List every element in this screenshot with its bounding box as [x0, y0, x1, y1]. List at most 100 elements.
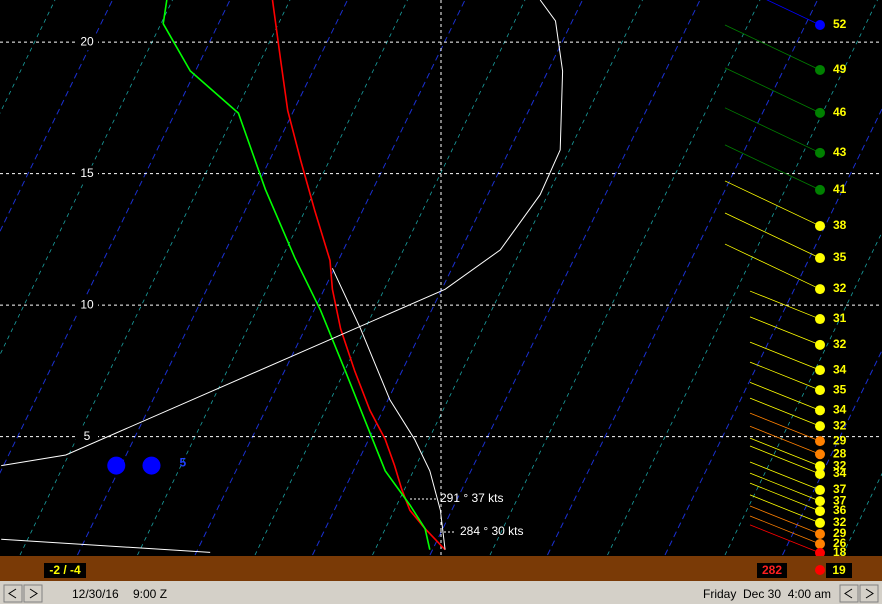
- status-bar: [0, 581, 882, 604]
- y-tick-label: 10: [80, 297, 94, 311]
- profile-line: [1, 538, 211, 553]
- wind-dot: [815, 147, 825, 158]
- wind-dot: [815, 365, 825, 376]
- wind-dot: [815, 496, 825, 507]
- isotherm: [372, 0, 643, 556]
- wind-speed-label: 32: [833, 337, 847, 351]
- wind-barb: [749, 515, 821, 545]
- wind-dot: [815, 253, 825, 264]
- wind-barb: [749, 437, 821, 467]
- isotherm: [194, 0, 466, 556]
- surface-dir-box: [757, 563, 787, 578]
- wind-speed-label: 36: [833, 503, 847, 517]
- wind-barb: [749, 397, 821, 427]
- annotation: 284 ° 30 kts: [460, 524, 524, 538]
- wind-dot: [815, 538, 825, 549]
- wind-dot: [815, 314, 825, 325]
- wind-barb: [766, 0, 821, 26]
- wind-barb: [749, 461, 821, 491]
- wind-barb: [724, 67, 821, 114]
- wind-dot: [815, 547, 825, 558]
- wind-dot: [815, 405, 825, 416]
- isotherm: [254, 0, 526, 556]
- wind-dot: [815, 528, 825, 539]
- wind-dot: [815, 19, 825, 30]
- isotherm: [0, 0, 113, 233]
- wind-speed-label: 52: [833, 17, 847, 31]
- y-tick-label: 15: [80, 166, 94, 180]
- wind-barb: [749, 524, 821, 554]
- wind-barb: [749, 361, 821, 391]
- wind-barb: [749, 494, 821, 524]
- marker-dot: [142, 456, 161, 475]
- prev-button[interactable]: [3, 584, 23, 603]
- status-day: Friday: [703, 587, 736, 601]
- wind-dot: [815, 107, 825, 118]
- wind-speed-label: 46: [833, 105, 847, 119]
- wind-dot: [815, 184, 825, 195]
- profile-line: [1, 0, 564, 467]
- wind-speed-label: 29: [833, 526, 847, 540]
- wind-barb: [724, 144, 821, 191]
- wind-speed-label: 32: [833, 418, 847, 432]
- isotherm: [19, 0, 291, 556]
- wind-speed-label: 18: [833, 545, 847, 559]
- wind-speed-label: 37: [833, 493, 847, 507]
- next-button-right[interactable]: [859, 584, 879, 603]
- wind-speed-label: 32: [833, 515, 847, 529]
- wind-speed-label: 37: [833, 482, 847, 496]
- surface-direction: 282: [762, 563, 782, 577]
- wind-barb: [749, 425, 821, 455]
- surface-speed: 19: [832, 563, 846, 577]
- wind-barb: [749, 341, 821, 371]
- surface-wind-dot: [815, 565, 825, 575]
- isotherm: [0, 0, 231, 474]
- wind-barb: [749, 290, 821, 320]
- wind-speed-label: 34: [833, 362, 847, 376]
- isotherm: [607, 0, 878, 556]
- y-tick-label: 20: [80, 34, 94, 48]
- wind-speed-label: 32: [833, 458, 847, 472]
- y-label-bg: [76, 428, 98, 445]
- prev-button-right[interactable]: [839, 584, 859, 603]
- wind-barb: [724, 180, 821, 227]
- profile-line: [162, 0, 431, 550]
- wind-dot: [815, 64, 825, 75]
- wind-barb: [724, 107, 821, 154]
- wind-speed-label: 32: [833, 281, 847, 295]
- wind-dot: [815, 339, 825, 350]
- wind-speed-label: 34: [833, 403, 847, 417]
- wind-dot: [815, 220, 825, 231]
- wind-speed-label: 49: [833, 62, 847, 76]
- surface-box: [44, 563, 86, 578]
- wind-speed-label: 35: [833, 250, 847, 264]
- isotherm: [312, 0, 583, 556]
- wind-barb: [724, 24, 821, 71]
- wind-dot: [815, 506, 825, 517]
- wind-dot: [815, 284, 825, 295]
- wind-dot: [815, 449, 825, 460]
- isotherm: [782, 349, 882, 556]
- y-label-bg: [76, 165, 98, 182]
- profile-line: [331, 268, 446, 550]
- y-label-bg: [76, 297, 98, 314]
- status-local-time: Dec 30 4:00 am: [743, 587, 831, 601]
- wind-barb: [749, 381, 821, 411]
- wind-barb: [749, 412, 821, 442]
- wind-speed-label: 35: [833, 382, 847, 396]
- wind-barb: [749, 472, 821, 502]
- wind-barb: [724, 243, 821, 290]
- wind-speed-label: 34: [833, 466, 847, 480]
- isotherm: [137, 0, 408, 556]
- isotherm: [0, 0, 173, 356]
- wind-speed-label: 43: [833, 145, 847, 159]
- marker-dot: [107, 456, 126, 475]
- next-button[interactable]: [23, 584, 43, 603]
- wind-dot: [815, 485, 825, 496]
- marker-label: 5: [180, 456, 187, 470]
- surface-temp-dew: -2 / -4: [49, 563, 81, 577]
- axis-bar: [0, 556, 882, 581]
- isotherm: [0, 0, 56, 114]
